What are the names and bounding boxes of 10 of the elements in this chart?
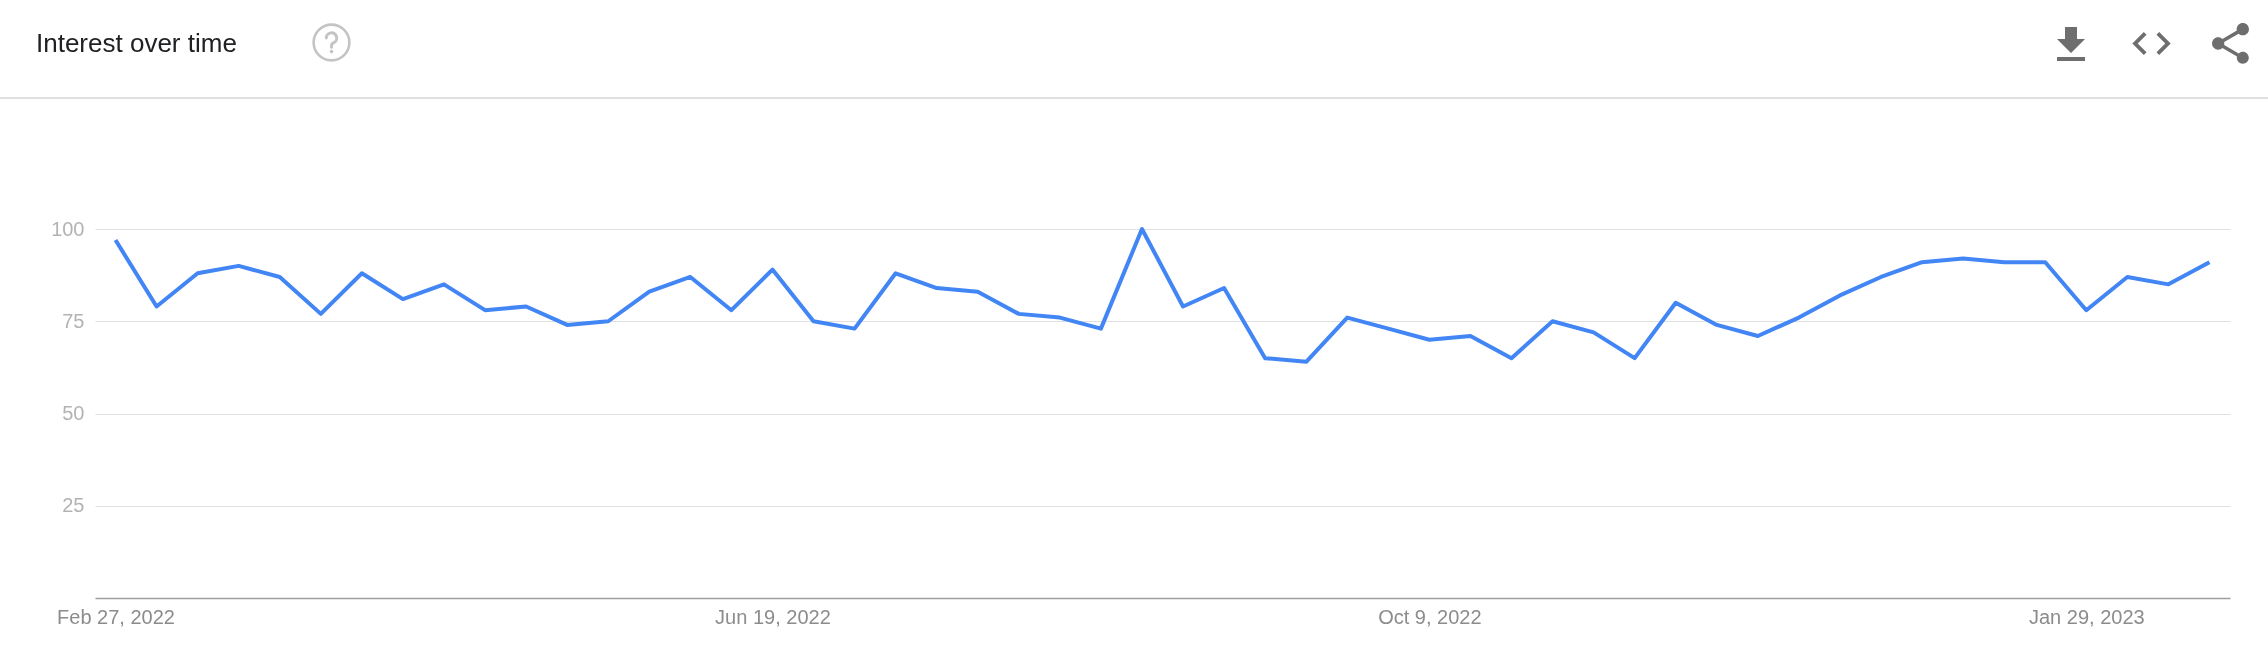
y-tick-label: 100 [51, 217, 85, 240]
y-tick-label: 50 [62, 402, 85, 424]
x-tick-label: Feb 27, 2022 [57, 605, 175, 628]
line-series [113, 227, 2212, 364]
y-tick-label: 75 [62, 309, 85, 332]
chart-title: Interest over time [36, 28, 237, 58]
x-tick-label: Jun 19, 2022 [715, 605, 831, 628]
y-tick-label: 25 [62, 494, 85, 517]
x-tick-label: Oct 9, 2022 [1378, 605, 1482, 628]
x-tick-label: Jan 29, 2023 [2028, 605, 2145, 628]
